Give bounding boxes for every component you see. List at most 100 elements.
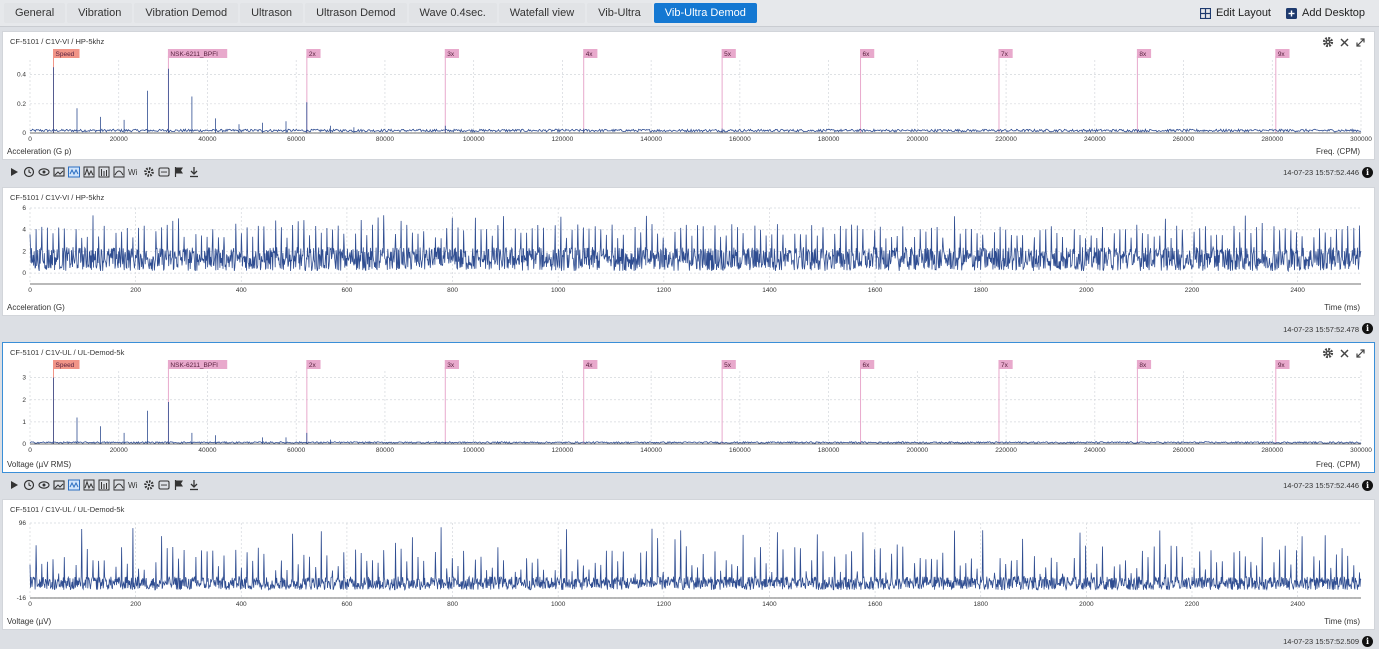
add-desktop-button[interactable]: Add Desktop	[1286, 3, 1365, 23]
waveform-icon[interactable]	[68, 479, 80, 491]
marker-label: 9x	[1278, 362, 1286, 369]
image-icon[interactable]	[53, 166, 65, 178]
x-tick-label: 400	[236, 601, 247, 608]
gear-icon[interactable]	[1322, 346, 1334, 364]
tab-vib-ultra-demod[interactable]: Vib-Ultra Demod	[653, 3, 757, 23]
tab-vibration[interactable]: Vibration	[67, 3, 133, 23]
tab-general[interactable]: General	[4, 3, 66, 23]
y-axis-label: Voltage (µV)	[7, 617, 52, 626]
edit-layout-button[interactable]: Edit Layout	[1199, 3, 1271, 23]
marker-label: NSK-6211_BPFI	[170, 51, 218, 58]
waveform-panel-acceleration[interactable]: 0 200 400 600 800 1000 1200 1400 1600 1800 2000 220…	[2, 187, 1375, 316]
waveform-icon[interactable]	[68, 166, 80, 178]
x-tick-label: 200	[130, 287, 141, 294]
spectrum-panel-acceleration[interactable]: Speed NSK-6211_BPFI 2x 3x 4x 5x 6x 7x 8x 9x 0 20000…	[2, 31, 1375, 160]
peaks-icon[interactable]	[83, 479, 95, 491]
y-tick-label: 0	[22, 441, 26, 448]
settings-gear-icon[interactable]	[143, 166, 155, 178]
grid-layout-icon	[1199, 7, 1211, 19]
marker-label-bg	[444, 360, 459, 369]
flag-icon[interactable]	[173, 166, 185, 178]
marker-label-bg	[860, 360, 875, 369]
expand-icon[interactable]	[1355, 35, 1366, 53]
x-tick-label: 1800	[973, 601, 988, 608]
close-icon[interactable]	[1339, 346, 1350, 364]
spectrum-chart[interactable]: Speed NSK-6211_BPFI 2x 3x 4x 5x 6x 7x 8x 9x 0 20000…	[3, 343, 1374, 472]
wi-icon[interactable]: Wi	[128, 166, 140, 178]
x-tick-label: 1600	[868, 287, 883, 294]
tab-watefall-view[interactable]: Watefall view	[498, 3, 586, 23]
x-axis-label: Freq. (CPM)	[1316, 460, 1360, 469]
x-tick-label: 140000	[640, 447, 662, 454]
tab-ultrason-demod[interactable]: Ultrason Demod	[305, 3, 407, 23]
dots-icon[interactable]	[158, 479, 170, 491]
marker-label-bg	[583, 49, 598, 58]
harmonics-icon[interactable]	[98, 479, 110, 491]
data-trace	[29, 67, 1362, 133]
x-tick-label: 1400	[762, 287, 777, 294]
wi-icon[interactable]: Wi	[128, 479, 140, 491]
peaks-icon[interactable]	[83, 166, 95, 178]
tab-vib-ultra[interactable]: Vib-Ultra	[587, 3, 652, 23]
gear-icon[interactable]	[1322, 35, 1334, 53]
marker-label-bg	[998, 49, 1013, 58]
x-tick-label: 40000	[198, 136, 216, 143]
info-icon[interactable]: i	[1362, 480, 1373, 491]
timestamp: 14-07-23 15:57:52.446	[1283, 168, 1359, 177]
y-axis-label: Voltage (µV RMS)	[7, 460, 72, 469]
info-icon[interactable]: i	[1362, 636, 1373, 647]
settings-gear-icon[interactable]	[143, 479, 155, 491]
marker-label: 3x	[447, 51, 455, 58]
marker-label: 6x	[863, 362, 871, 369]
download-icon[interactable]	[188, 166, 200, 178]
waveform-panel-voltage[interactable]: 0 200 400 600 800 1000 1200 1400 1600 1800 2000 220…	[2, 499, 1375, 630]
history-icon[interactable]	[23, 479, 35, 491]
sidebands-icon[interactable]	[113, 479, 125, 491]
history-icon[interactable]	[23, 166, 35, 178]
download-icon[interactable]	[188, 479, 200, 491]
info-icon[interactable]: i	[1362, 323, 1373, 334]
eye-icon[interactable]	[38, 166, 50, 178]
eye-icon[interactable]	[38, 479, 50, 491]
panel-controls	[1322, 35, 1366, 53]
y-tick-label: 0.2	[17, 101, 26, 108]
play-icon[interactable]	[8, 166, 20, 178]
panel-toolbar: Wi	[8, 165, 200, 179]
spectrum-panel-voltage[interactable]: Speed NSK-6211_BPFI 2x 3x 4x 5x 6x 7x 8x 9x 0 20000…	[2, 342, 1375, 473]
x-tick-label: 300000	[1350, 447, 1372, 454]
tab-bar: General Vibration Vibration Demod Ultrason U…	[0, 0, 1379, 27]
tab-vibration-demod[interactable]: Vibration Demod	[134, 3, 239, 23]
y-tick-label: 0	[22, 270, 26, 277]
waveform-chart[interactable]: 0 200 400 600 800 1000 1200 1400 1600 1800 2000 220…	[3, 500, 1374, 629]
x-tick-label: 240000	[1084, 136, 1106, 143]
x-tick-label: 40000	[198, 447, 216, 454]
marker-label-bg	[53, 360, 80, 369]
x-tick-label: 80000	[376, 136, 394, 143]
add-square-icon	[1286, 7, 1298, 19]
close-icon[interactable]	[1339, 35, 1350, 53]
x-tick-label: 600	[341, 601, 352, 608]
marker-label: 7x	[1001, 362, 1009, 369]
x-tick-label: 280000	[1261, 136, 1283, 143]
dots-icon[interactable]	[158, 166, 170, 178]
tab-wave-0-4sec[interactable]: Wave 0.4sec.	[408, 3, 497, 23]
marker-label: 4x	[586, 362, 594, 369]
x-tick-label: 220000	[995, 447, 1017, 454]
harmonics-icon[interactable]	[98, 166, 110, 178]
spectrum-chart[interactable]: Speed NSK-6211_BPFI 2x 3x 4x 5x 6x 7x 8x 9x 0 20000…	[3, 32, 1374, 159]
play-icon[interactable]	[8, 479, 20, 491]
marker-label-bg	[1275, 360, 1290, 369]
y-tick-label: 6	[22, 205, 26, 212]
tab-ultrason[interactable]: Ultrason	[240, 3, 304, 23]
x-tick-label: 20000	[110, 136, 128, 143]
x-tick-label: 0	[28, 601, 32, 608]
marker-label-bg	[444, 49, 459, 58]
flag-icon[interactable]	[173, 479, 185, 491]
marker-label-bg	[583, 360, 598, 369]
image-icon[interactable]	[53, 479, 65, 491]
expand-icon[interactable]	[1355, 346, 1366, 364]
sidebands-icon[interactable]	[113, 166, 125, 178]
waveform-chart[interactable]: 0 200 400 600 800 1000 1200 1400 1600 1800 2000 220…	[3, 188, 1374, 315]
info-icon[interactable]: i	[1362, 167, 1373, 178]
x-tick-label: 220000	[995, 136, 1017, 143]
